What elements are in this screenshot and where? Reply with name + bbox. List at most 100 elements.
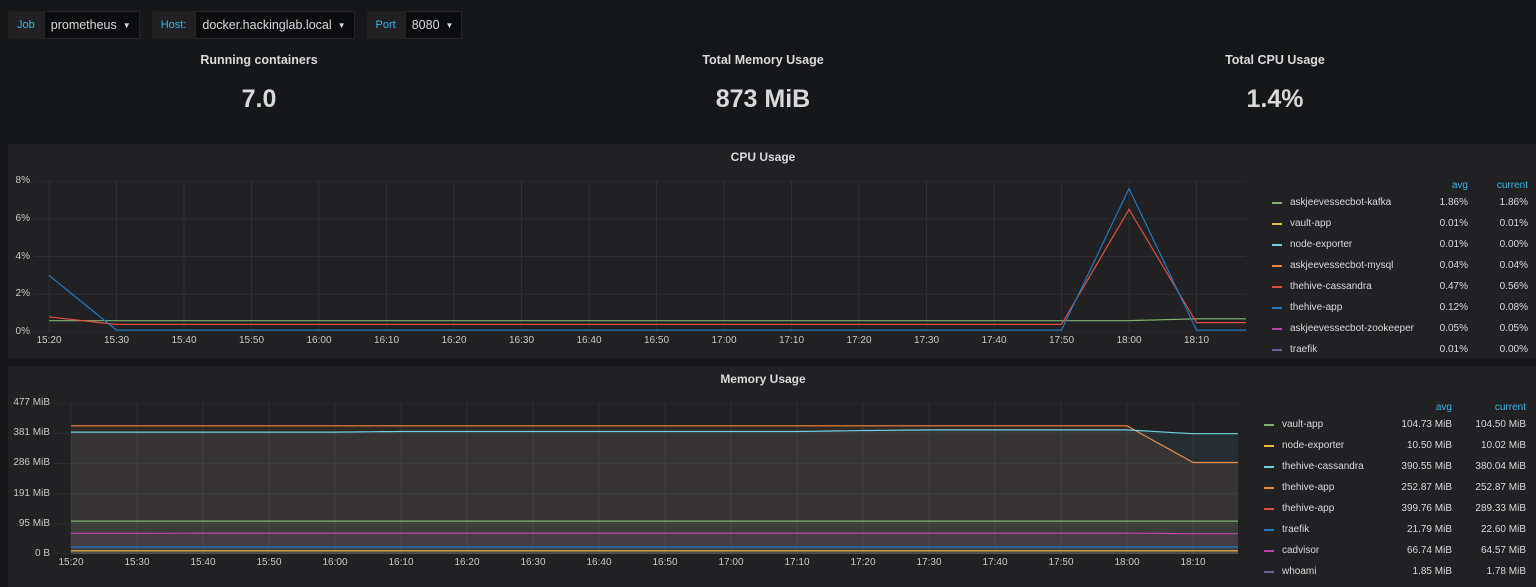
host-variable: Host: docker.hackinglab.local ▼ bbox=[151, 11, 355, 39]
legend-current-value: 0.00% bbox=[1499, 239, 1528, 250]
y-tick-label: 477 MiB bbox=[13, 397, 50, 408]
legend-current-value: 0.01% bbox=[1499, 218, 1528, 229]
legend-avg-value: 399.76 MiB bbox=[1401, 503, 1452, 514]
x-tick-label: 16:20 bbox=[441, 335, 467, 346]
x-tick-label: 17:20 bbox=[846, 335, 872, 346]
x-tick-label: 16:30 bbox=[520, 557, 546, 568]
cpu-legend: avg current askjeevessecbot-kafka 1.86% 1.86… bbox=[1264, 178, 1536, 354]
x-tick-label: 17:10 bbox=[778, 335, 805, 346]
plot-area[interactable] bbox=[54, 403, 1238, 554]
legend-avg-value: 1.86% bbox=[1439, 197, 1468, 208]
plot-area[interactable] bbox=[34, 181, 1246, 332]
legend-series-name: askjeevessecbot-zookeeper bbox=[1290, 323, 1414, 334]
series-color-swatch bbox=[1272, 348, 1282, 351]
series-line bbox=[71, 532, 1238, 535]
series-color-swatch bbox=[1272, 327, 1282, 330]
legend-series-name: thehive-cassandra bbox=[1290, 281, 1372, 292]
legend-avg-value: 0.05% bbox=[1439, 323, 1468, 334]
legend-current-header[interactable]: current bbox=[1494, 402, 1526, 413]
host-variable-label: Host: bbox=[151, 11, 196, 39]
y-tick-label: 4% bbox=[15, 250, 30, 262]
x-tick-label: 17:30 bbox=[916, 557, 942, 568]
x-tick-label: 18:00 bbox=[1116, 335, 1142, 346]
legend-series-name: askjeevessecbot-mysql bbox=[1290, 260, 1394, 271]
series-color-swatch bbox=[1264, 570, 1274, 573]
legend-avg-value: 390.55 MiB bbox=[1401, 461, 1452, 472]
stat-title: Running containers bbox=[200, 53, 318, 67]
x-tick-label: 16:50 bbox=[652, 557, 678, 568]
legend-avg-value: 1.85 MiB bbox=[1412, 566, 1452, 577]
legend-avg-value: 0.12% bbox=[1439, 302, 1468, 313]
legend-series-name: askjeevessecbot-kafka bbox=[1290, 197, 1392, 208]
legend-item[interactable]: askjeevessecbot-mysql 0.04% 0.04% bbox=[1264, 255, 1536, 276]
legend-item[interactable]: askjeevessecbot-kafka 1.86% 1.86% bbox=[1264, 192, 1536, 213]
x-tick-label: 16:00 bbox=[322, 557, 348, 568]
legend-avg-header[interactable]: avg bbox=[1451, 180, 1468, 191]
stat-running-containers[interactable]: Running containers 7.0 bbox=[8, 44, 510, 138]
series-color-swatch bbox=[1264, 549, 1274, 552]
stat-total-cpu[interactable]: Total CPU Usage 1.4% bbox=[1024, 44, 1526, 138]
legend-current-header[interactable]: current bbox=[1496, 180, 1528, 191]
legend-series-name: thehive-app bbox=[1290, 302, 1343, 313]
job-variable-label: Job bbox=[8, 11, 44, 39]
legend-avg-value: 104.73 MiB bbox=[1401, 419, 1452, 430]
stat-title: Total CPU Usage bbox=[1225, 53, 1325, 67]
legend-avg-value: 10.50 MiB bbox=[1406, 440, 1452, 451]
legend-current-value: 0.56% bbox=[1499, 281, 1528, 292]
x-tick-label: 16:20 bbox=[454, 557, 480, 568]
x-tick-label: 17:00 bbox=[718, 557, 744, 568]
legend-item[interactable]: traefik 21.79 MiB 22.60 MiB bbox=[1256, 519, 1536, 540]
panel-title: Memory Usage bbox=[720, 372, 806, 386]
port-select[interactable]: 8080 ▼ bbox=[404, 11, 463, 39]
legend-avg-value: 0.47% bbox=[1439, 281, 1468, 292]
legend-item[interactable]: thehive-cassandra 0.47% 0.56% bbox=[1264, 276, 1536, 297]
legend-item[interactable]: node-exporter 10.50 MiB 10.02 MiB bbox=[1256, 435, 1536, 456]
legend-series-name: thehive-app bbox=[1282, 482, 1335, 493]
x-tick-label: 16:40 bbox=[586, 557, 612, 568]
legend-item[interactable]: thehive-app 0.12% 0.08% bbox=[1264, 297, 1536, 318]
series-line bbox=[48, 187, 1246, 331]
series-color-swatch bbox=[1264, 465, 1274, 468]
legend-avg-header[interactable]: avg bbox=[1435, 402, 1452, 413]
legend-item[interactable]: vault-app 104.73 MiB 104.50 MiB bbox=[1256, 414, 1536, 435]
legend-item[interactable]: thehive-app 399.76 MiB 289.33 MiB bbox=[1256, 498, 1536, 519]
legend-item[interactable]: traefik 0.01% 0.00% bbox=[1264, 339, 1536, 354]
x-tick-label: 15:50 bbox=[256, 557, 282, 568]
memory-usage-panel[interactable]: Memory Usage avg current vault-app 104.73 M… bbox=[8, 366, 1536, 587]
series-line bbox=[49, 318, 1246, 322]
x-tick-label: 15:20 bbox=[36, 335, 62, 346]
host-select[interactable]: docker.hackinglab.local ▼ bbox=[195, 11, 355, 39]
x-tick-label: 16:30 bbox=[508, 335, 535, 346]
legend-series-name: cadvisor bbox=[1282, 545, 1320, 556]
cpu-usage-panel[interactable]: CPU Usage avg current askjeevessecbot-kafk… bbox=[8, 144, 1536, 358]
legend-current-value: 10.02 MiB bbox=[1480, 440, 1526, 451]
stat-total-memory[interactable]: Total Memory Usage 873 MiB bbox=[512, 44, 1014, 138]
legend-item[interactable]: thehive-cassandra 390.55 MiB 380.04 MiB bbox=[1256, 456, 1536, 477]
legend-current-value: 0.00% bbox=[1499, 344, 1528, 354]
legend-item[interactable]: vault-app 0.01% 0.01% bbox=[1264, 213, 1536, 234]
legend-series-name: whoami bbox=[1282, 566, 1317, 577]
series-color-swatch bbox=[1264, 486, 1274, 489]
host-select-value: docker.hackinglab.local bbox=[202, 18, 332, 32]
panel-title: CPU Usage bbox=[730, 150, 796, 164]
job-select[interactable]: prometheus ▼ bbox=[43, 11, 140, 39]
legend-item[interactable]: whoami 1.85 MiB 1.78 MiB bbox=[1256, 561, 1536, 582]
series-area bbox=[71, 521, 1238, 554]
job-variable: Job prometheus ▼ bbox=[8, 11, 140, 39]
legend-avg-value: 0.01% bbox=[1439, 218, 1468, 229]
series-color-swatch bbox=[1272, 306, 1282, 309]
legend-avg-value: 0.04% bbox=[1439, 260, 1468, 271]
memory-legend: avg current vault-app 104.73 MiB 104.50 MiB n… bbox=[1256, 400, 1536, 583]
legend-item[interactable]: node-exporter 0.01% 0.00% bbox=[1264, 234, 1536, 255]
x-tick-label: 17:40 bbox=[982, 557, 1008, 568]
y-tick-label: 8% bbox=[15, 175, 30, 186]
series-line bbox=[71, 429, 1238, 435]
series-color-swatch bbox=[1264, 528, 1274, 531]
legend-item[interactable]: askjeevessecbot-zookeeper 0.05% 0.05% bbox=[1264, 318, 1536, 339]
legend-item[interactable]: cadvisor 66.74 MiB 64.57 MiB bbox=[1256, 540, 1536, 561]
legend-item[interactable]: thehive-app 252.87 MiB 252.87 MiB bbox=[1256, 477, 1536, 498]
cpu-graph[interactable] bbox=[34, 181, 1246, 332]
memory-graph[interactable] bbox=[54, 403, 1238, 554]
x-tick-label: 16:10 bbox=[373, 335, 400, 346]
stat-value: 7.0 bbox=[241, 85, 277, 113]
